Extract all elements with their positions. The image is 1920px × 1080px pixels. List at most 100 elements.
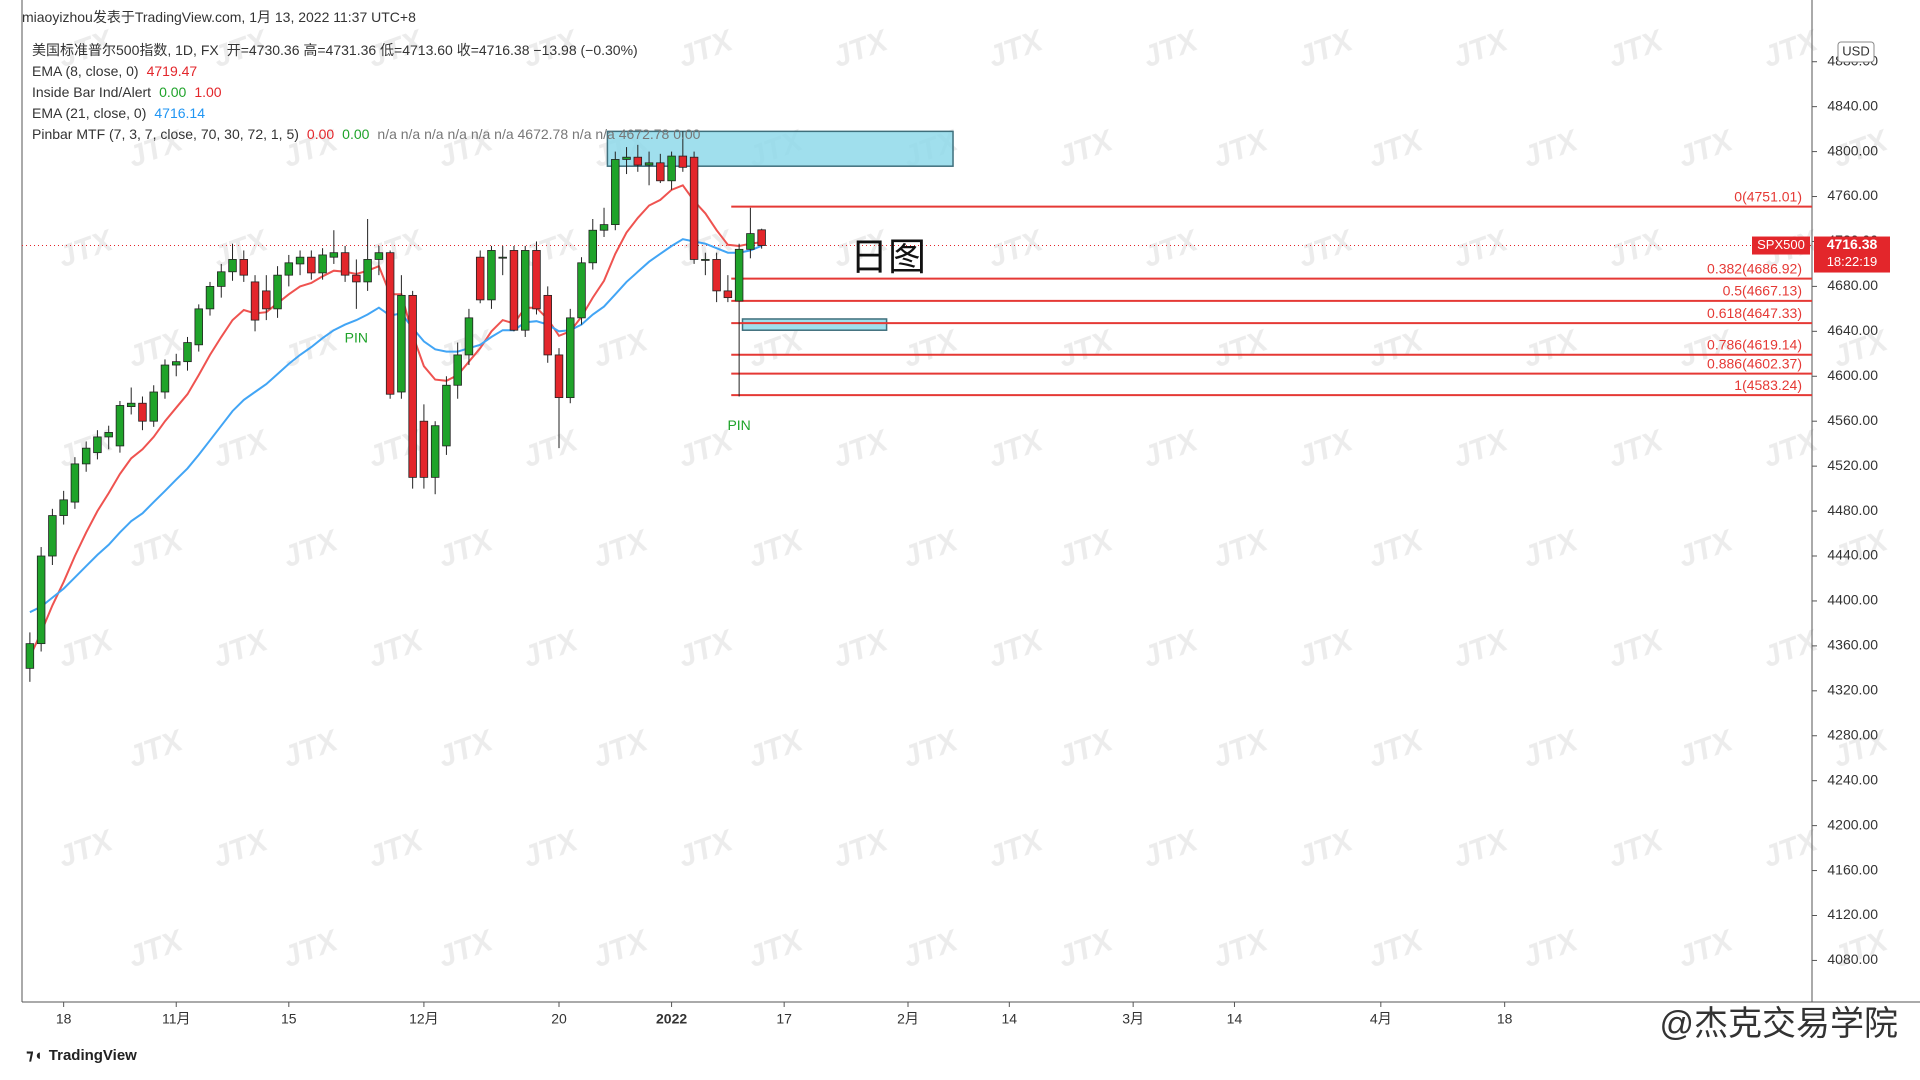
logo-icon: ⁊◖ xyxy=(26,1047,43,1064)
candle-body xyxy=(543,294,552,356)
watermark: JTX xyxy=(589,324,654,375)
candle-body xyxy=(329,252,339,258)
zone xyxy=(741,318,888,331)
symbol-tag xyxy=(1752,236,1810,255)
legend-value: 4719.47 xyxy=(146,63,198,79)
y-tick-label: 4520.00 xyxy=(1827,457,1878,473)
watermark: JTX xyxy=(1449,424,1514,475)
candle-body xyxy=(520,250,530,331)
y-tick-label: 4640.00 xyxy=(1827,322,1878,338)
watermark: JTX xyxy=(54,224,119,275)
price-tag xyxy=(1814,236,1890,273)
watermark: JTX xyxy=(829,624,894,675)
watermark: JTX xyxy=(829,824,894,875)
watermark: JTX xyxy=(54,624,119,675)
candle-body xyxy=(318,254,327,274)
watermark: JTX xyxy=(1054,724,1119,775)
watermark: JTX xyxy=(1139,624,1204,675)
y-tick-label: 4600.00 xyxy=(1827,367,1878,383)
header: miaoyizhou发表于TradingView.com, 1月 13, 202… xyxy=(22,9,416,25)
ohlc: 开=4730.36 高=4731.36 低=4713.60 收=4716.38 … xyxy=(226,42,638,58)
watermark: JTX xyxy=(279,524,344,575)
x-tick-label: 20 xyxy=(551,1011,567,1027)
y-tick-label: 4760.00 xyxy=(1827,187,1878,203)
watermark: JTX xyxy=(1294,624,1359,675)
candle-body xyxy=(93,436,102,454)
watermark: JTX xyxy=(1604,24,1669,75)
candle-body xyxy=(656,162,665,182)
watermark: JTX xyxy=(1364,124,1429,175)
watermark: JTX xyxy=(1054,324,1119,375)
watermark: JTX xyxy=(1294,424,1359,475)
watermark: JTX xyxy=(744,724,809,775)
candle-body xyxy=(442,384,451,447)
y-tick-label: 4240.00 xyxy=(1827,771,1878,787)
logo-text: TradingView xyxy=(48,1047,137,1064)
watermark: JTX xyxy=(899,924,964,975)
candle-body xyxy=(701,259,710,261)
watermark: JTX xyxy=(54,824,119,875)
ema-line xyxy=(28,184,762,658)
watermark: JTX xyxy=(744,524,809,575)
candle-body xyxy=(453,354,462,386)
candle-body xyxy=(172,361,181,366)
watermark: JTX xyxy=(279,724,344,775)
watermark: JTX xyxy=(1914,824,1920,875)
candle-body xyxy=(734,248,744,302)
annotation: 日图 xyxy=(850,237,926,279)
candle-body xyxy=(498,256,507,259)
candle-body xyxy=(262,290,271,310)
candle-body xyxy=(138,402,147,422)
candle-body xyxy=(307,256,316,274)
y-tick-label: 4440.00 xyxy=(1827,547,1878,563)
watermark: JTX xyxy=(124,724,189,775)
candle-body xyxy=(104,432,113,438)
candle-body xyxy=(712,259,721,292)
watermark: JTX xyxy=(1519,524,1584,575)
candle-body xyxy=(644,162,654,166)
watermark: JTX xyxy=(1674,924,1739,975)
watermark: JTX xyxy=(364,224,429,275)
candle-body xyxy=(205,285,215,310)
candle-body xyxy=(149,391,158,422)
candle-body xyxy=(59,499,68,516)
legend-value: 0.00 xyxy=(159,84,187,100)
watermark: JTX xyxy=(899,324,964,375)
watermark: JTX xyxy=(1914,424,1920,475)
watermark: JTX xyxy=(589,524,654,575)
candle-body xyxy=(385,252,395,395)
candle-body xyxy=(70,463,80,503)
legend-value: 4716.14 xyxy=(154,105,205,121)
watermark: JTX xyxy=(1914,224,1920,275)
watermark: JTX xyxy=(984,624,1049,675)
watermark: JTX xyxy=(1449,824,1514,875)
candle-body xyxy=(746,233,755,250)
candle-body xyxy=(25,643,35,669)
watermark: JTX xyxy=(984,224,1049,275)
x-tick-label: 12月 xyxy=(409,1011,439,1027)
legend-row: Inside Bar Ind/Alert 0.00 1.00 xyxy=(32,82,230,102)
x-tick-label: 18 xyxy=(56,1011,72,1027)
watermark: JTX xyxy=(1294,824,1359,875)
watermark: JTX xyxy=(899,524,964,575)
y-tick-label: 4280.00 xyxy=(1827,726,1878,742)
watermark: JTX xyxy=(1364,724,1429,775)
watermark: JTX xyxy=(1364,324,1429,375)
fib-label: 0.618(4647.33) xyxy=(1707,305,1802,321)
candle-body xyxy=(397,294,406,393)
fib-label: 0.5(4667.13) xyxy=(1723,283,1802,299)
watermark: JTX xyxy=(674,824,739,875)
watermark: JTX xyxy=(674,224,739,275)
watermark: JTX xyxy=(1054,124,1119,175)
watermark: JTX xyxy=(1759,824,1824,875)
legend-row: EMA (8, close, 0) 4719.47 xyxy=(32,61,205,81)
legend-extra: n/a n/a n/a n/a n/a n/a 4672.78 n/a n/a … xyxy=(377,126,701,142)
y-tick-label: 4400.00 xyxy=(1827,592,1878,608)
x-tick-label: 15 xyxy=(281,1011,297,1027)
legend-row: EMA (21, close, 0) 4716.14 xyxy=(32,103,213,123)
candle-body xyxy=(295,256,305,265)
fib-label: 1(4583.24) xyxy=(1734,377,1802,393)
legend-value: 1.00 xyxy=(194,84,222,100)
